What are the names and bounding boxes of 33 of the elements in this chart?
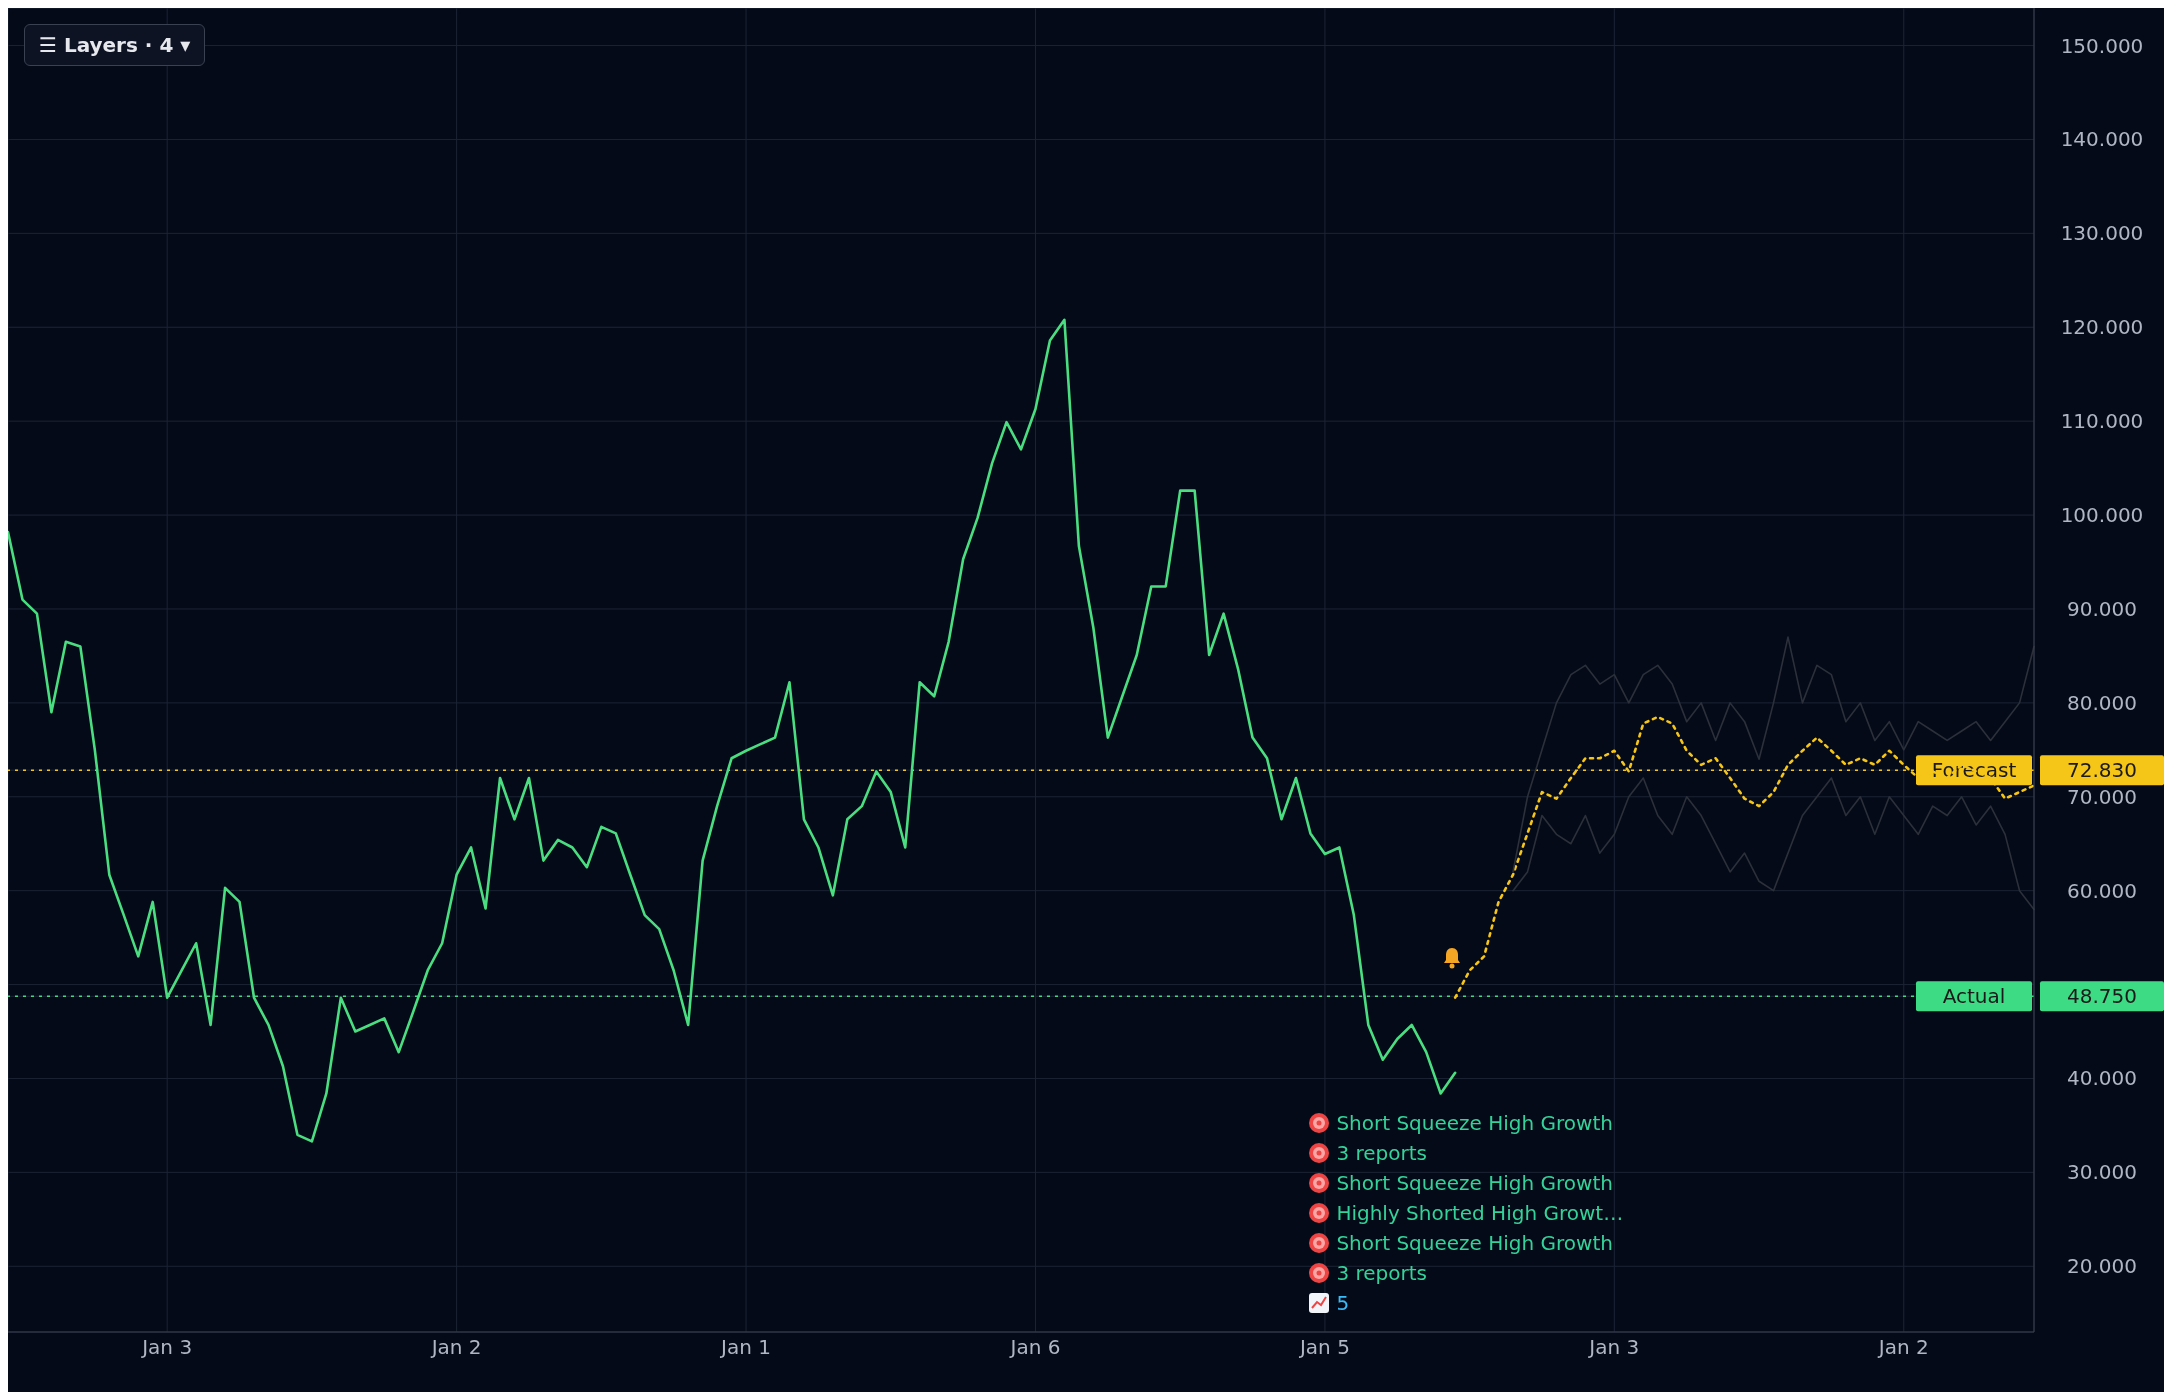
y-tick-label: 110.000 [2060,409,2144,434]
ref-line-label: Actual [1942,984,2006,1009]
x-tick-label: Jan 2 [1876,1335,1929,1360]
y-tick-label: 60.000 [2067,878,2137,903]
y-tick-label: 20.000 [2067,1254,2137,1279]
annotation: 3 reports [1336,1261,1427,1286]
annotation: 3 reports [1336,1141,1427,1166]
x-tick-label: Jan 3 [1587,1335,1640,1360]
x-tick-label: Jan 2 [429,1335,482,1360]
y-tick-label: 40.000 [2067,1066,2137,1091]
annotation: Short Squeeze High Growth [1336,1111,1613,1136]
x-tick-label: Jan 1 [719,1335,771,1360]
y-tick-label: 140.000 [2060,127,2144,152]
y-tick-label: 120.000 [2060,315,2144,340]
y-tick-label: 130.000 [2060,221,2144,246]
annotation: 5 [1336,1291,1350,1316]
x-tick-label: Jan 6 [1008,1335,1061,1360]
y-tick-label: 150.000 [2060,33,2144,58]
y-tick-label: 100.000 [2060,503,2144,528]
y-tick-label: 30.000 [2067,1160,2137,1185]
y-tick-label: 48.750 [2067,984,2137,1009]
y-tick-label: 90.000 [2067,596,2137,621]
y-tick-label: 72.830 [2067,758,2137,783]
annotation: Highly Shorted High Growt… [1336,1201,1624,1226]
x-tick-label: Jan 3 [140,1335,193,1360]
line-series [1512,777,2035,911]
x-tick-label: Jan 5 [1297,1335,1350,1360]
annotation: ☰ Layers · 4 ▾ [24,24,206,66]
annotation: Short Squeeze High Growth [1336,1171,1613,1196]
y-tick-label: 80.000 [2067,690,2137,715]
y-tick-label: 70.000 [2067,784,2137,809]
line-series [1512,636,2035,873]
annotation: Short Squeeze High Growth [1336,1231,1613,1256]
